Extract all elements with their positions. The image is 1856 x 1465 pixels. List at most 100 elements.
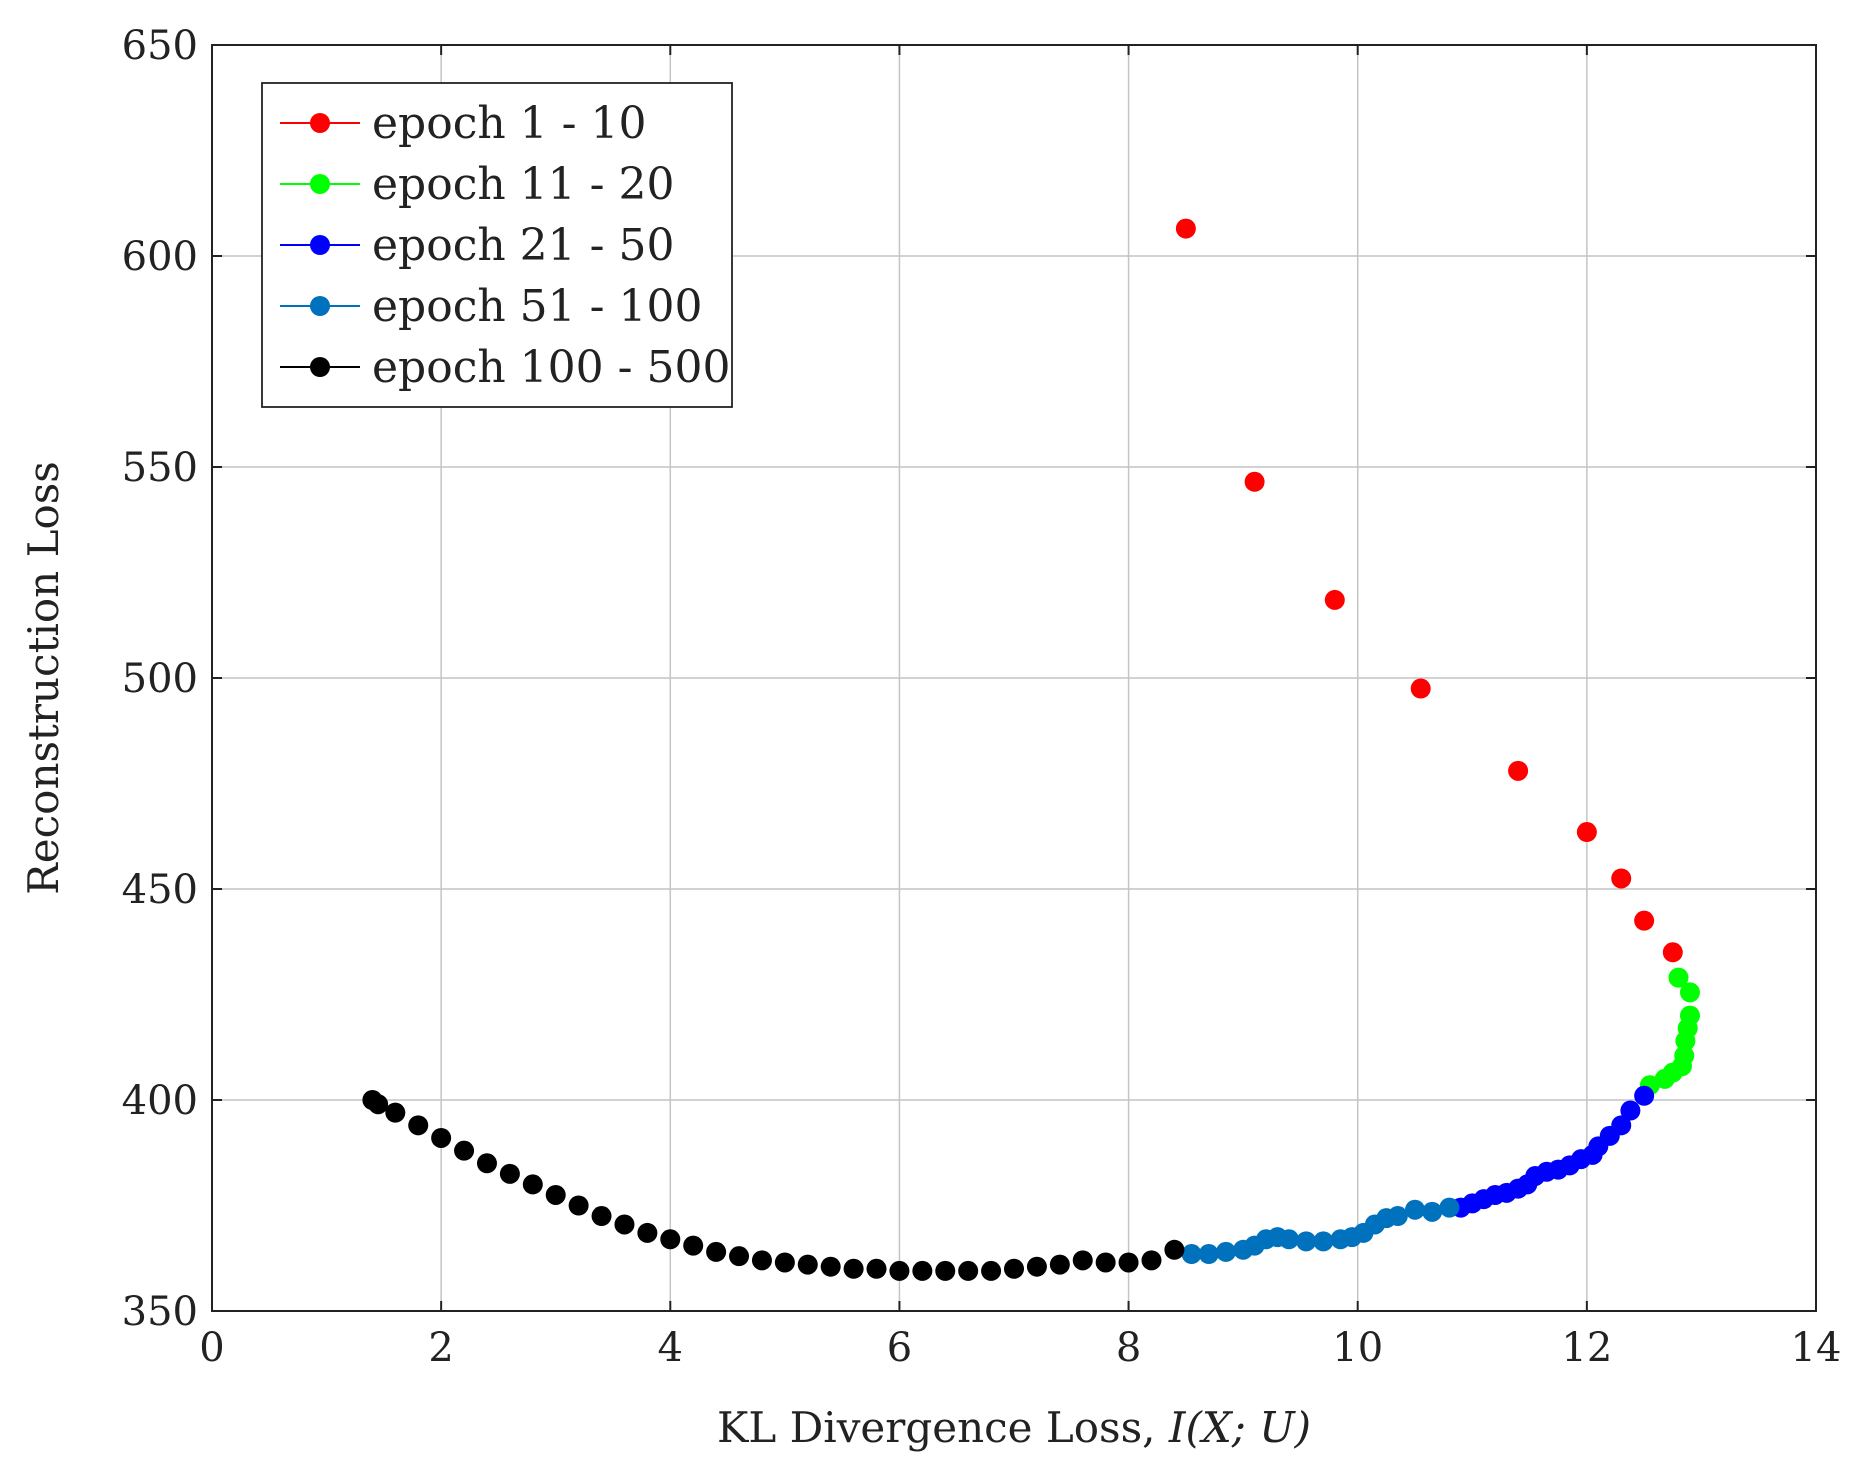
data-point — [820, 1256, 841, 1277]
data-point — [1313, 1231, 1334, 1252]
data-point — [912, 1260, 933, 1281]
x-tick-label: 14 — [1791, 1325, 1842, 1371]
series-epoch-51-100 — [1181, 1197, 1460, 1265]
x-axis-title: KL Divergence Loss, I(X; U) — [717, 1403, 1311, 1452]
legend-label: epoch 21 - 50 — [372, 220, 674, 271]
data-point — [683, 1235, 704, 1256]
y-axis-title: Reconstruction Loss — [19, 461, 68, 895]
y-tick-label: 500 — [122, 656, 198, 702]
data-point — [1508, 760, 1529, 781]
x-tick-label: 8 — [1116, 1325, 1141, 1371]
legend-item-epoch-51-100: epoch 51 - 100 — [280, 281, 702, 332]
y-tick-label: 400 — [122, 1078, 198, 1124]
legend-item-epoch-21-50: epoch 21 - 50 — [280, 220, 674, 271]
data-point — [1049, 1254, 1070, 1275]
data-point — [362, 1090, 383, 1110]
data-point — [935, 1260, 956, 1281]
data-point — [889, 1260, 910, 1281]
series-epoch-1-10 — [1175, 218, 1683, 963]
x-tick-label: 12 — [1561, 1325, 1612, 1371]
data-point — [1118, 1252, 1139, 1273]
data-point — [385, 1102, 406, 1123]
data-point — [1181, 1244, 1202, 1265]
data-point — [1095, 1252, 1116, 1273]
data-point — [1634, 1085, 1655, 1106]
legend-label: epoch 51 - 100 — [372, 281, 702, 332]
legend-marker — [310, 235, 330, 255]
data-point — [591, 1206, 612, 1227]
data-point — [1410, 678, 1431, 699]
y-tick-label: 450 — [122, 867, 198, 913]
data-point — [958, 1260, 979, 1281]
legend-marker — [310, 357, 330, 377]
y-tick-label: 350 — [122, 1289, 198, 1335]
legend-label: epoch 1 - 10 — [372, 98, 646, 149]
x-axis-title-math: I(X; U) — [1168, 1403, 1311, 1452]
data-point — [1164, 1239, 1185, 1260]
data-point — [1026, 1256, 1047, 1277]
data-point — [706, 1241, 727, 1262]
data-point — [431, 1127, 452, 1148]
data-point — [454, 1140, 475, 1161]
series-epoch-21-50 — [1450, 1085, 1655, 1218]
data-point — [545, 1184, 566, 1205]
series-layer — [362, 218, 1700, 1281]
data-point — [1679, 982, 1700, 1003]
legend-label: epoch 100 - 500 — [372, 342, 730, 393]
data-point — [1004, 1258, 1024, 1279]
x-tick-label: 4 — [658, 1325, 683, 1371]
data-point — [1296, 1231, 1317, 1252]
data-point — [1668, 967, 1689, 988]
data-point — [1215, 1241, 1236, 1262]
data-point — [1576, 822, 1597, 843]
data-point — [729, 1246, 750, 1267]
data-point — [408, 1115, 429, 1136]
data-point — [614, 1214, 635, 1235]
data-point — [797, 1254, 818, 1275]
x-tick-label: 2 — [428, 1325, 453, 1371]
data-point — [1439, 1197, 1460, 1218]
data-point — [1330, 1229, 1351, 1250]
series-epoch-11-20 — [1639, 967, 1700, 1096]
data-point — [1662, 942, 1683, 963]
y-tick-label: 600 — [122, 234, 198, 280]
legend-marker — [310, 174, 330, 194]
data-point — [1422, 1201, 1443, 1222]
data-point — [751, 1250, 772, 1271]
y-tick-label: 550 — [122, 445, 198, 491]
series-epoch-100-500 — [362, 1090, 1185, 1281]
data-point — [1324, 589, 1345, 610]
data-point — [1244, 471, 1265, 492]
legend-item-epoch-100-500: epoch 100 - 500 — [280, 342, 730, 393]
data-point — [522, 1174, 543, 1195]
data-point — [866, 1258, 887, 1279]
data-point — [476, 1153, 497, 1174]
data-point — [660, 1229, 681, 1250]
x-tick-label: 0 — [199, 1325, 224, 1371]
data-point — [1611, 868, 1632, 889]
legend-item-epoch-1-10: epoch 1 - 10 — [280, 98, 646, 149]
legend-marker — [310, 113, 330, 133]
data-point — [1634, 910, 1655, 931]
data-point — [499, 1163, 520, 1184]
data-point — [1620, 1100, 1641, 1121]
data-point — [1198, 1244, 1219, 1265]
data-point — [568, 1195, 589, 1216]
data-point — [1141, 1250, 1162, 1271]
data-point — [1072, 1250, 1093, 1271]
y-tick-label: 650 — [122, 23, 198, 69]
legend: epoch 1 - 10 epoch 11 - 20 epoch 21 - 50 ep… — [261, 82, 733, 408]
data-point — [774, 1252, 795, 1273]
legend-marker — [310, 296, 330, 316]
x-tick-label: 10 — [1332, 1325, 1383, 1371]
data-point — [1405, 1199, 1425, 1220]
data-point — [843, 1258, 864, 1279]
data-point — [1675, 1030, 1696, 1051]
data-point — [1175, 218, 1196, 239]
data-point — [981, 1260, 1002, 1281]
data-point — [1233, 1239, 1254, 1260]
tick-layer: 0 2 4 6 8 10 12 14 350 400 450 500 550 600 650 — [122, 23, 1842, 1371]
x-tick-label: 6 — [887, 1325, 912, 1371]
